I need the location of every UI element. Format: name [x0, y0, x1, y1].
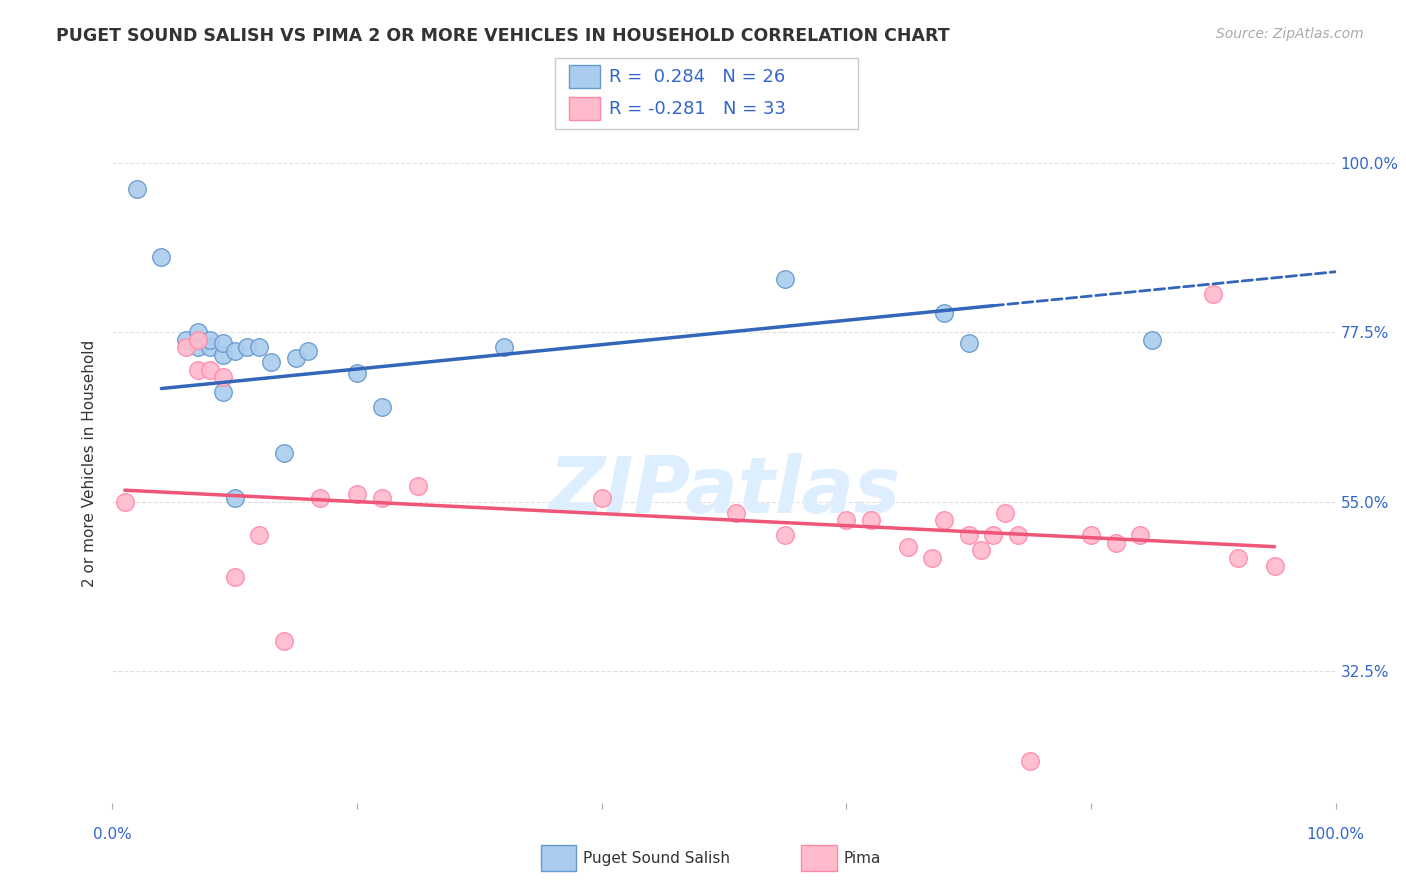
Point	[492, 340, 515, 354]
Text: R =  0.284   N = 26: R = 0.284 N = 26	[609, 68, 785, 86]
Point	[174, 333, 197, 347]
Point	[224, 491, 246, 505]
Text: 100.0%: 100.0%	[1306, 827, 1365, 841]
Text: 0.0%: 0.0%	[93, 827, 132, 841]
Point	[211, 370, 233, 384]
Point	[187, 333, 209, 347]
Point	[725, 506, 748, 520]
Point	[309, 491, 332, 505]
Point	[1104, 536, 1126, 550]
Point	[200, 362, 222, 376]
Point	[297, 343, 319, 358]
Text: Pima: Pima	[844, 851, 882, 865]
Text: Puget Sound Salish: Puget Sound Salish	[583, 851, 731, 865]
Point	[1129, 528, 1152, 542]
Point	[211, 348, 233, 362]
Point	[775, 272, 797, 286]
Point	[934, 306, 956, 320]
Point	[775, 528, 797, 542]
Point	[970, 543, 993, 558]
Point	[211, 385, 233, 400]
Point	[897, 540, 920, 554]
Point	[346, 367, 368, 381]
Point	[346, 487, 368, 501]
Point	[273, 633, 295, 648]
Point	[273, 445, 295, 459]
Point	[200, 340, 222, 354]
Point	[187, 340, 209, 354]
Point	[125, 182, 148, 196]
Point	[1080, 528, 1102, 542]
Text: PUGET SOUND SALISH VS PIMA 2 OR MORE VEHICLES IN HOUSEHOLD CORRELATION CHART: PUGET SOUND SALISH VS PIMA 2 OR MORE VEH…	[56, 27, 950, 45]
Point	[284, 351, 308, 366]
Point	[1202, 287, 1225, 301]
Point	[981, 528, 1004, 542]
Point	[114, 494, 136, 508]
Point	[174, 340, 197, 354]
Y-axis label: 2 or more Vehicles in Household: 2 or more Vehicles in Household	[82, 340, 97, 588]
Point	[1264, 558, 1286, 573]
Point	[921, 551, 943, 566]
Point	[236, 340, 259, 354]
Point	[370, 491, 392, 505]
Point	[247, 340, 270, 354]
Point	[408, 479, 430, 493]
Point	[591, 491, 613, 505]
Point	[835, 513, 858, 527]
Point	[211, 336, 233, 351]
Point	[1142, 333, 1164, 347]
Point	[1007, 528, 1029, 542]
Point	[260, 355, 283, 369]
Point	[934, 513, 956, 527]
Text: ZIPatlas: ZIPatlas	[548, 453, 900, 529]
Point	[370, 401, 392, 415]
Point	[187, 325, 209, 339]
Point	[200, 333, 222, 347]
Point	[1226, 551, 1249, 566]
Text: R = -0.281   N = 33: R = -0.281 N = 33	[609, 100, 786, 118]
Point	[224, 343, 246, 358]
Point	[1018, 755, 1040, 769]
Point	[187, 362, 209, 376]
Point	[224, 570, 246, 584]
Point	[957, 336, 980, 351]
Point	[859, 513, 882, 527]
Text: Source: ZipAtlas.com: Source: ZipAtlas.com	[1216, 27, 1364, 41]
Point	[247, 528, 270, 542]
Point	[957, 528, 980, 542]
Point	[150, 250, 173, 264]
Point	[994, 506, 1017, 520]
